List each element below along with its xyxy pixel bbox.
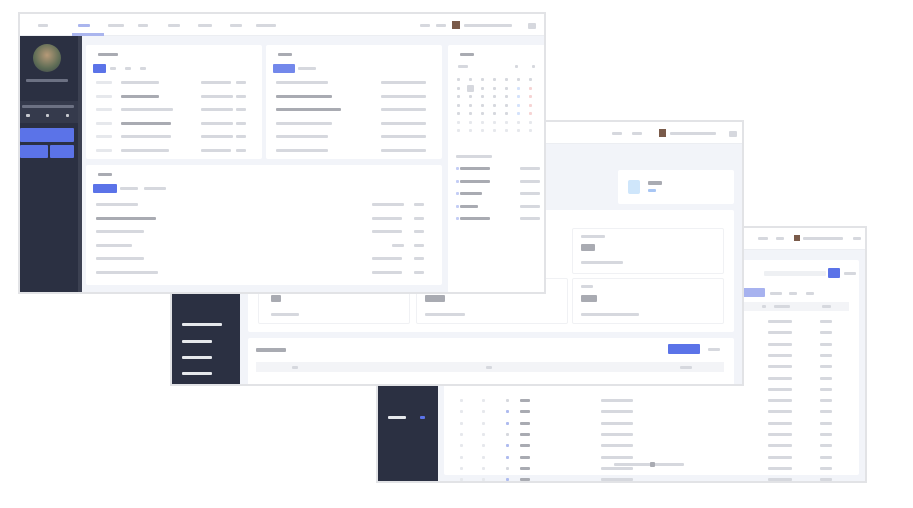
list-item[interactable] bbox=[266, 78, 442, 88]
table-row[interactable] bbox=[444, 440, 849, 450]
nav-tab-active[interactable] bbox=[78, 24, 90, 27]
table-row[interactable] bbox=[444, 361, 849, 371]
list-item[interactable] bbox=[86, 119, 262, 129]
primary-button[interactable] bbox=[668, 344, 700, 354]
settings-icon[interactable] bbox=[528, 23, 536, 29]
settings-icon[interactable] bbox=[729, 131, 737, 137]
notice-card bbox=[86, 45, 262, 159]
nav-tab[interactable] bbox=[138, 24, 148, 27]
window-home bbox=[18, 12, 546, 294]
list-item[interactable] bbox=[266, 132, 442, 142]
nav-tab[interactable] bbox=[108, 24, 124, 27]
list-item[interactable] bbox=[86, 92, 262, 102]
list-item[interactable] bbox=[86, 105, 262, 115]
tab[interactable] bbox=[125, 67, 131, 70]
list-panel bbox=[248, 338, 734, 384]
sidebar-action-button[interactable] bbox=[50, 145, 74, 158]
table-header bbox=[256, 362, 724, 372]
tab-active[interactable] bbox=[93, 64, 106, 73]
table-row[interactable] bbox=[444, 429, 849, 439]
sidebar-item[interactable] bbox=[182, 356, 212, 359]
list-item[interactable] bbox=[86, 132, 262, 142]
tab[interactable] bbox=[298, 67, 316, 70]
nav-tab[interactable] bbox=[230, 24, 242, 27]
list-item[interactable] bbox=[86, 241, 442, 251]
list-item[interactable] bbox=[86, 200, 442, 210]
message-card bbox=[266, 45, 442, 159]
tab[interactable] bbox=[120, 187, 138, 190]
table-row[interactable] bbox=[444, 474, 849, 481]
sidebar-action-button[interactable] bbox=[20, 128, 74, 142]
nav-tab[interactable] bbox=[168, 24, 180, 27]
table-row[interactable] bbox=[444, 395, 849, 405]
list-item[interactable] bbox=[266, 146, 442, 156]
sidebar-item[interactable] bbox=[182, 372, 212, 375]
tab-active[interactable] bbox=[741, 288, 765, 297]
table-row[interactable] bbox=[444, 316, 849, 326]
pagination[interactable] bbox=[614, 462, 704, 468]
nav-tab[interactable] bbox=[256, 24, 276, 27]
sidebar-action-button[interactable] bbox=[20, 145, 48, 158]
table-row[interactable] bbox=[444, 339, 849, 349]
list-item[interactable] bbox=[86, 78, 262, 88]
stat-icon bbox=[628, 180, 640, 194]
sidebar-item[interactable] bbox=[182, 340, 212, 343]
tasks-card bbox=[86, 165, 442, 285]
selected-day bbox=[467, 84, 474, 92]
top-header bbox=[20, 14, 544, 36]
settings-icon[interactable] bbox=[853, 237, 861, 240]
tab[interactable] bbox=[140, 67, 146, 70]
table-row[interactable] bbox=[444, 373, 849, 383]
tab-active[interactable] bbox=[93, 184, 117, 193]
table-row[interactable] bbox=[444, 327, 849, 337]
search-input[interactable] bbox=[764, 271, 826, 276]
table-row[interactable] bbox=[444, 418, 849, 428]
user-avatar-icon[interactable] bbox=[452, 21, 460, 29]
tab-active[interactable] bbox=[273, 64, 295, 73]
table-row[interactable] bbox=[444, 350, 849, 360]
list-item[interactable] bbox=[86, 227, 442, 237]
list-item[interactable] bbox=[86, 268, 442, 278]
user-avatar-icon[interactable] bbox=[659, 129, 666, 137]
calendar-card bbox=[448, 45, 544, 292]
user-avatar bbox=[33, 44, 61, 72]
user-avatar-icon[interactable] bbox=[794, 235, 800, 241]
list-item[interactable] bbox=[86, 254, 442, 264]
search-button[interactable] bbox=[828, 268, 840, 278]
list-item[interactable] bbox=[266, 105, 442, 115]
secondary-button[interactable] bbox=[708, 348, 720, 351]
table-row[interactable] bbox=[444, 406, 849, 416]
list-item[interactable] bbox=[266, 119, 442, 129]
chevron-right-icon[interactable] bbox=[532, 65, 535, 68]
sidebar bbox=[20, 36, 78, 292]
table-row[interactable] bbox=[444, 384, 849, 394]
chevron-left-icon[interactable] bbox=[515, 65, 518, 68]
sidebar-item[interactable] bbox=[182, 323, 222, 326]
nav-tab[interactable] bbox=[198, 24, 212, 27]
tab[interactable] bbox=[110, 67, 116, 70]
table-row[interactable] bbox=[444, 463, 849, 473]
table-row[interactable] bbox=[444, 452, 849, 462]
list-item[interactable] bbox=[86, 146, 262, 156]
stat-card bbox=[618, 170, 734, 204]
list-item[interactable] bbox=[86, 214, 442, 224]
list-item[interactable] bbox=[266, 92, 442, 102]
tab[interactable] bbox=[144, 187, 166, 190]
